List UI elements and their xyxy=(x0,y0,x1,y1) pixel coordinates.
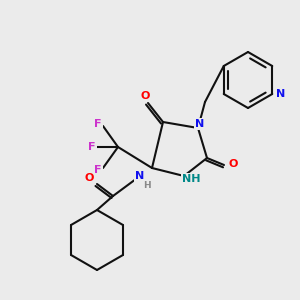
Text: O: O xyxy=(140,91,150,101)
Text: N: N xyxy=(276,89,285,99)
Text: O: O xyxy=(84,173,94,183)
Text: F: F xyxy=(94,119,102,129)
Text: H: H xyxy=(143,181,151,190)
Text: F: F xyxy=(88,142,96,152)
Text: N: N xyxy=(135,171,145,181)
Text: NH: NH xyxy=(182,174,200,184)
Text: F: F xyxy=(94,165,102,175)
Text: N: N xyxy=(195,119,205,129)
Text: O: O xyxy=(228,159,238,169)
